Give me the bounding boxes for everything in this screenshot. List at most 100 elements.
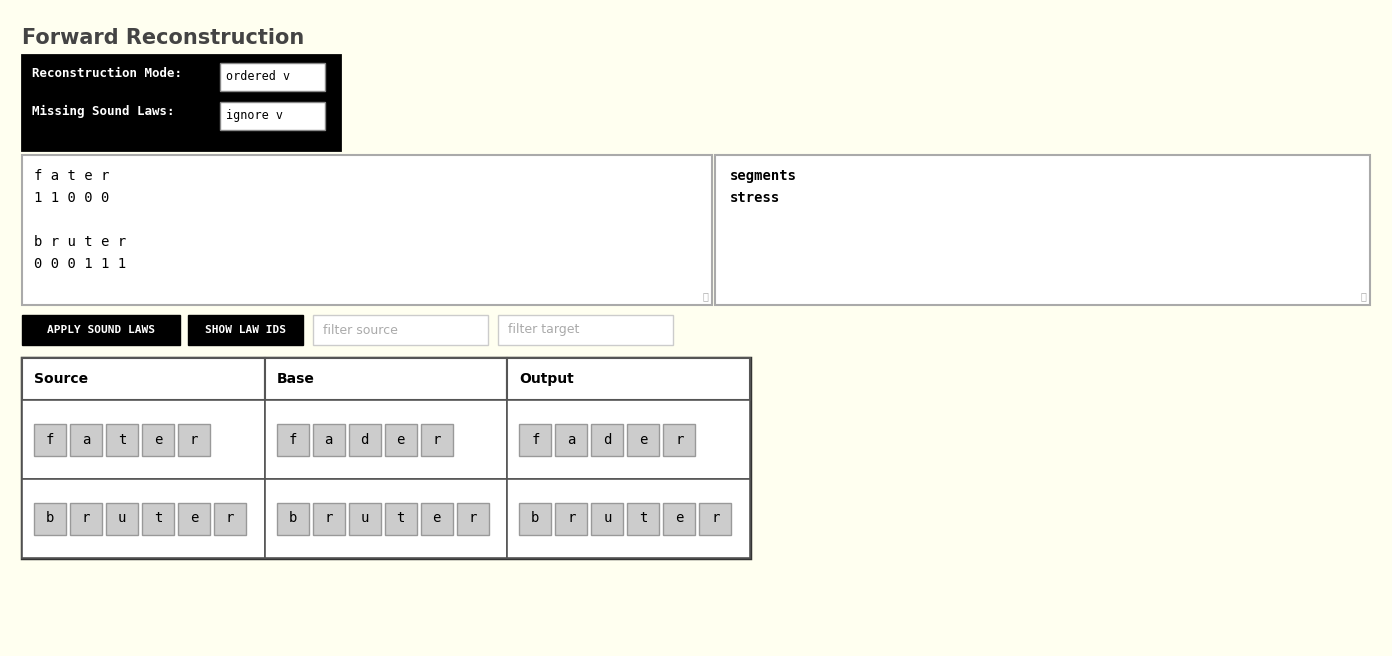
Text: Forward Reconstruction: Forward Reconstruction (22, 28, 305, 48)
Bar (664, 502, 696, 535)
Text: r: r (675, 432, 683, 447)
Text: u: u (118, 512, 127, 525)
Bar (22, 358, 264, 400)
Text: b: b (46, 512, 54, 525)
Text: stress: stress (729, 191, 781, 205)
Text: e: e (433, 512, 441, 525)
Text: e: e (189, 512, 198, 525)
Text: b: b (288, 512, 296, 525)
Bar (106, 502, 138, 535)
Bar (70, 502, 102, 535)
Text: b r u t e r: b r u t e r (33, 235, 127, 249)
Text: filter source: filter source (323, 323, 398, 337)
Bar (264, 479, 507, 558)
Text: r: r (469, 512, 477, 525)
Bar (313, 424, 345, 455)
Bar (592, 502, 624, 535)
Text: t: t (118, 432, 127, 447)
Bar (507, 358, 750, 400)
Text: d: d (361, 432, 369, 447)
Text: Reconstruction Mode:: Reconstruction Mode: (32, 67, 182, 80)
Text: 1 1 0 0 0: 1 1 0 0 0 (33, 191, 110, 205)
Text: Source: Source (33, 372, 88, 386)
Bar (264, 400, 507, 479)
Bar (22, 358, 750, 558)
Bar (313, 315, 489, 345)
Bar (699, 502, 731, 535)
Text: Base: Base (277, 372, 315, 386)
Bar (22, 315, 180, 345)
Bar (178, 502, 210, 535)
Bar (220, 102, 324, 130)
Text: r: r (324, 512, 333, 525)
Text: r: r (82, 512, 90, 525)
Bar (22, 400, 264, 479)
Text: a: a (324, 432, 333, 447)
Text: filter target: filter target (508, 323, 579, 337)
Text: f a t e r: f a t e r (33, 169, 110, 183)
Text: SHOW LAW IDS: SHOW LAW IDS (205, 325, 285, 335)
Bar (715, 155, 1370, 305)
Text: a: a (82, 432, 90, 447)
Bar (420, 502, 452, 535)
Text: r: r (433, 432, 441, 447)
Bar (142, 424, 174, 455)
Bar (628, 424, 660, 455)
Bar (277, 424, 309, 455)
Text: t: t (639, 512, 647, 525)
Bar (313, 502, 345, 535)
Bar (384, 424, 416, 455)
Bar (498, 315, 672, 345)
Text: f: f (46, 432, 54, 447)
Bar (348, 424, 380, 455)
Text: b: b (532, 512, 540, 525)
Text: t: t (397, 512, 405, 525)
Text: r: r (189, 432, 198, 447)
Text: Missing Sound Laws:: Missing Sound Laws: (32, 105, 174, 118)
Text: ignore v: ignore v (226, 110, 283, 123)
Bar (507, 400, 750, 479)
Text: e: e (639, 432, 647, 447)
Bar (555, 502, 587, 535)
Bar (420, 424, 452, 455)
Bar (628, 502, 660, 535)
Bar (106, 424, 138, 455)
Text: u: u (603, 512, 611, 525)
Bar (22, 155, 711, 305)
Text: r: r (226, 512, 234, 525)
Text: segments: segments (729, 169, 798, 183)
Text: t: t (153, 512, 163, 525)
Bar (277, 502, 309, 535)
Bar (178, 424, 210, 455)
Bar (457, 502, 489, 535)
Text: f: f (288, 432, 296, 447)
Text: r: r (567, 512, 575, 525)
Text: APPLY SOUND LAWS: APPLY SOUND LAWS (47, 325, 155, 335)
Bar (264, 358, 507, 400)
Text: ⤡: ⤡ (702, 291, 709, 301)
Bar (70, 424, 102, 455)
Bar (33, 424, 65, 455)
Bar (519, 502, 551, 535)
Text: u: u (361, 512, 369, 525)
Text: f: f (532, 432, 540, 447)
Text: a: a (567, 432, 575, 447)
Bar (519, 424, 551, 455)
Bar (22, 55, 340, 150)
Text: Output: Output (519, 372, 574, 386)
Bar (220, 63, 324, 91)
Bar (22, 479, 264, 558)
Bar (188, 315, 303, 345)
Bar (33, 502, 65, 535)
Bar (664, 424, 696, 455)
Text: ordered v: ordered v (226, 70, 290, 83)
Bar (592, 424, 624, 455)
Text: ⤡: ⤡ (1360, 291, 1366, 301)
Text: e: e (153, 432, 163, 447)
Bar (142, 502, 174, 535)
Bar (507, 479, 750, 558)
Text: r: r (711, 512, 720, 525)
Text: 0 0 0 1 1 1: 0 0 0 1 1 1 (33, 257, 127, 271)
Bar (555, 424, 587, 455)
Bar (214, 502, 246, 535)
